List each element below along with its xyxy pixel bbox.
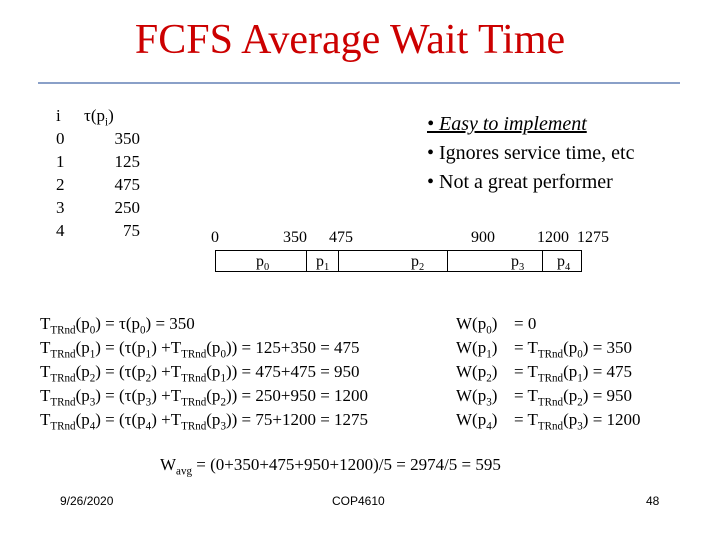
turnaround-line: TTRnd(p0) = τ(p0) = 350 — [40, 314, 195, 337]
gantt-divider — [338, 251, 339, 271]
row-tau: 75 — [123, 221, 140, 240]
bullet-easy: • Easy to implement — [427, 113, 587, 135]
row-tau: 125 — [114, 152, 141, 171]
slide-title: FCFS Average Wait Time — [134, 17, 566, 63]
process-table-header: i τ(pi) — [56, 104, 140, 129]
table-row: 3 250 — [56, 196, 140, 219]
wait-line: W(p4) = TTRnd(p3) = 1200 — [456, 410, 641, 433]
table-row: 4 75 — [56, 219, 140, 242]
wait-equations: W(p0) = 0 W(p1) = TTRnd(p0) = 350 W(p2) = T… — [456, 312, 641, 432]
wait-line: W(p0) = 0 — [456, 314, 537, 337]
gantt-block-p1: p1 — [316, 253, 330, 274]
process-table: i τ(pi) 0 350 1 125 2 475 3 250 4 75 — [56, 104, 140, 242]
row-i: 0 — [56, 129, 65, 148]
row-i: 2 — [56, 175, 65, 194]
turnaround-line: TTRnd(p4) = (τ(p4) +TTRnd(p3)) = 75+1200… — [40, 410, 369, 433]
gantt-tick: 1200 — [537, 229, 569, 246]
footer-course: COP4610 — [332, 494, 385, 508]
gantt-block-p4: p4 — [557, 253, 571, 274]
row-tau: 350 — [114, 129, 141, 148]
gantt-divider — [306, 251, 307, 271]
gantt-divider — [447, 251, 448, 271]
row-i: 3 — [56, 198, 65, 217]
gantt-tick: 475 — [329, 229, 353, 246]
turnaround-line: TTRnd(p2) = (τ(p2) +TTRnd(p1)) = 475+475… — [40, 362, 360, 385]
wait-line: W(p2) = TTRnd(p1) = 475 — [456, 362, 633, 385]
turnaround-line: TTRnd(p1) = (τ(p1) +TTRnd(p0)) = 125+350… — [40, 338, 360, 361]
row-tau: 475 — [114, 175, 141, 194]
turnaround-line: TTRnd(p3) = (τ(p3) +TTRnd(p2)) = 250+950… — [40, 386, 369, 409]
table-row: 0 350 — [56, 127, 140, 150]
row-i: 4 — [56, 221, 65, 240]
bullet-performer: • Not a great performer — [427, 171, 613, 193]
row-i: 1 — [56, 152, 65, 171]
footer-page-number: 48 — [646, 494, 660, 508]
gantt-tick: 350 — [283, 229, 307, 246]
bullet-list: • Easy to implement • Ignores service ti… — [427, 110, 634, 197]
wait-line: W(p3) = TTRnd(p2) = 950 — [456, 386, 633, 409]
bullet-service-time: • Ignores service time, etc — [427, 142, 635, 164]
gantt-block-p3: p3 — [511, 253, 525, 274]
gantt-divider — [542, 251, 543, 271]
gantt-block-p2: p2 — [411, 253, 425, 274]
gantt-tick: 0 — [211, 229, 219, 246]
gantt-chart: p0 p1 p2 p3 p4 — [215, 250, 582, 274]
gantt-tick: 900 — [471, 229, 495, 246]
gantt-block-p0: p0 — [256, 253, 270, 274]
average-wait: Wavg = (0+350+475+950+1200)/5 = 2974/5 =… — [160, 455, 501, 478]
gantt-tick: 1275 — [577, 229, 609, 246]
row-tau: 250 — [114, 198, 141, 217]
header-tau: τ(pi) — [84, 106, 114, 129]
table-row: 1 125 — [56, 150, 140, 173]
footer-date: 9/26/2020 — [60, 494, 114, 508]
turnaround-equations: TTRnd(p0) = τ(p0) = 350 TTRnd(p1) = (τ(p… — [40, 312, 368, 432]
title-divider — [38, 82, 680, 84]
wait-line: W(p1) = TTRnd(p0) = 350 — [456, 338, 633, 361]
table-row: 2 475 — [56, 173, 140, 196]
header-i: i — [56, 106, 61, 125]
